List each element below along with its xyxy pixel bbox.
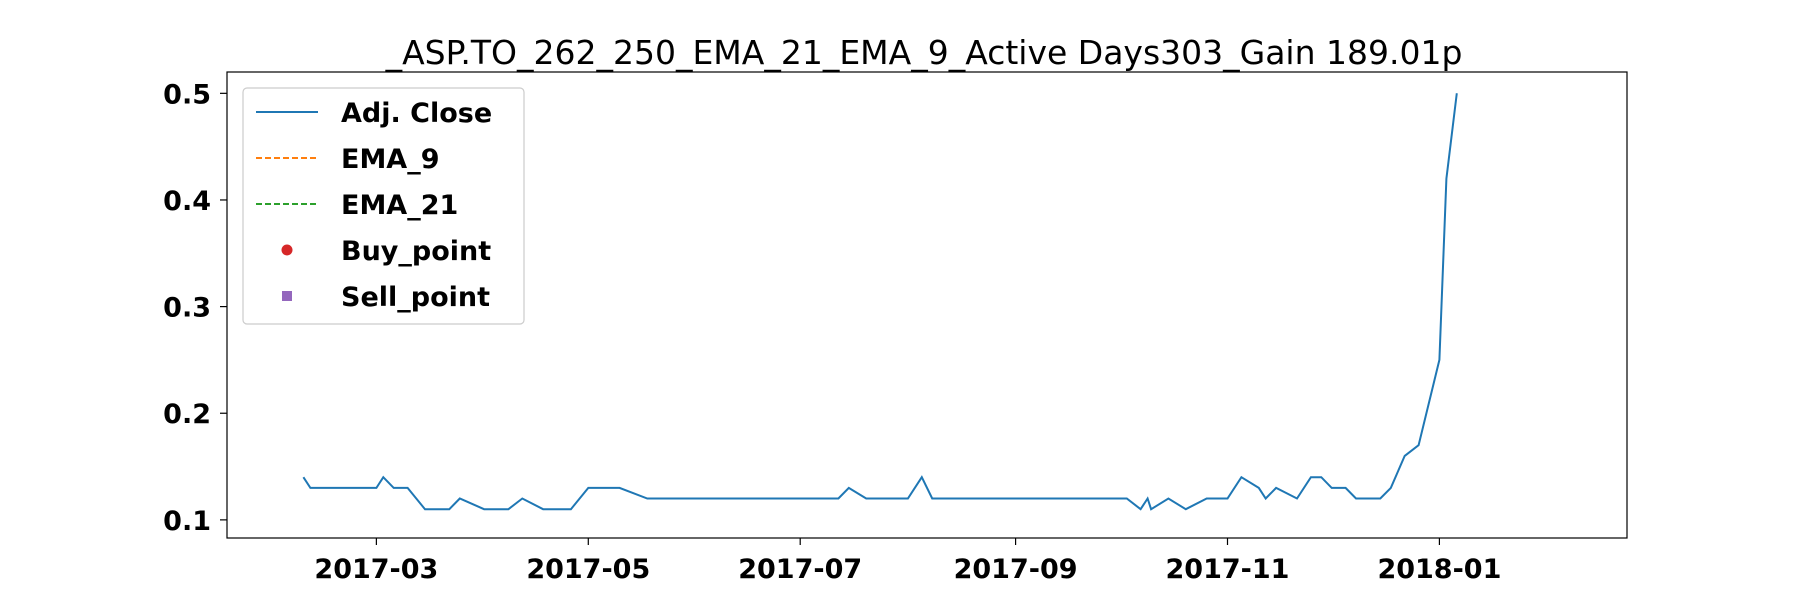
plot-area <box>226 71 1628 539</box>
y-tick-label: 0.3 <box>163 293 211 324</box>
x-tick-label: 2017-05 <box>526 554 650 585</box>
legend-label: EMA_9 <box>341 144 440 175</box>
legend: Adj. Close EMA_9 EMA_21 Buy_point Sell_point <box>242 87 525 325</box>
legend-label: EMA_21 <box>341 190 458 221</box>
x-axis: 2017-03 2017-05 2017-07 2017-09 2017-11 2018-… <box>314 538 1501 585</box>
legend-label: Buy_point <box>341 236 491 267</box>
x-tick-label: 2018-01 <box>1377 554 1501 585</box>
x-tick-label: 2017-11 <box>1166 554 1290 585</box>
legend-box <box>242 87 525 325</box>
legend-label: Sell_point <box>341 282 490 313</box>
legend-label: Adj. Close <box>341 98 492 129</box>
legend-swatch <box>282 291 292 301</box>
y-tick-label: 0.4 <box>163 186 211 217</box>
chart-title: _ASP.TO_262_250_EMA_21_EMA_9_Active Days… <box>385 33 1463 72</box>
x-tick-label: 2017-07 <box>738 554 862 585</box>
y-tick-label: 0.5 <box>163 79 211 110</box>
x-tick-label: 2017-09 <box>954 554 1078 585</box>
series-layer <box>302 93 1458 511</box>
x-tick-label: 2017-03 <box>314 554 438 585</box>
y-tick-label: 0.2 <box>163 399 211 430</box>
y-tick-label: 0.1 <box>163 506 211 537</box>
legend-swatch <box>281 244 293 256</box>
y-axis: 0.1 0.2 0.3 0.4 0.5 <box>163 79 227 537</box>
series-line-adj-close <box>302 93 1458 511</box>
